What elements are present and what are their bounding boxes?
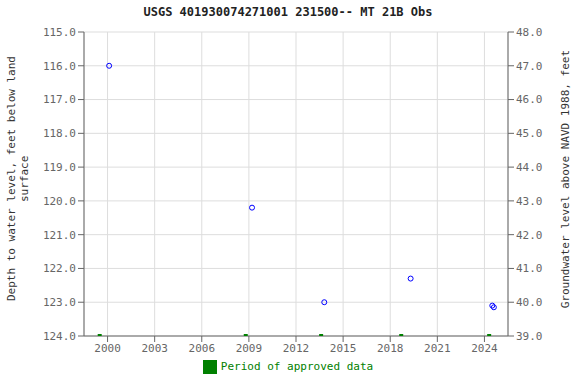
html-text:Period of approved data: Period of approved data [220, 360, 374, 373]
html-text:USGS 401930074271001 231500--: USGS 401930074271001 231500-- MT 21B Obs [143, 5, 433, 19]
html-text:Depth to water level, feet bel: Depth to water level, feet below land su… [5, 56, 31, 302]
svg-text:40.0: 40.0 [516, 296, 543, 309]
svg-text:118.0: 118.0 [43, 127, 76, 140]
svg-text:48.0: 48.0 [516, 26, 543, 39]
svg-text:41.0: 41.0 [516, 262, 543, 275]
svg-text:117.0: 117.0 [43, 93, 76, 106]
svg-text:119.0: 119.0 [43, 161, 76, 174]
svg-text:39.0: 39.0 [516, 330, 543, 343]
svg-text:2003: 2003 [141, 342, 168, 355]
svg-text:42.0: 42.0 [516, 229, 543, 242]
svg-text:116.0: 116.0 [43, 60, 76, 73]
svg-text:2024: 2024 [471, 342, 498, 355]
svg-text:115.0: 115.0 [43, 26, 76, 39]
html-text:Groundwater level above NAVD 1: Groundwater level above NAVD 1988, feet [558, 49, 572, 309]
svg-text:46.0: 46.0 [516, 93, 543, 106]
svg-text:2015: 2015 [330, 342, 357, 355]
svg-text:121.0: 121.0 [43, 229, 76, 242]
svg-text:43.0: 43.0 [516, 195, 543, 208]
svg-text:2006: 2006 [189, 342, 216, 355]
svg-text:123.0: 123.0 [43, 296, 76, 309]
svg-text:2000: 2000 [94, 342, 121, 355]
svg-text:120.0: 120.0 [43, 195, 76, 208]
svg-text:44.0: 44.0 [516, 161, 543, 174]
svg-text:2018: 2018 [377, 342, 404, 355]
svg-text:122.0: 122.0 [43, 262, 76, 275]
svg-text:45.0: 45.0 [516, 127, 543, 140]
svg-text:2009: 2009 [236, 342, 263, 355]
svg-text:2021: 2021 [424, 342, 451, 355]
svg-text:47.0: 47.0 [516, 60, 543, 73]
svg-text:2012: 2012 [283, 342, 310, 355]
svg-text:124.0: 124.0 [43, 330, 76, 343]
